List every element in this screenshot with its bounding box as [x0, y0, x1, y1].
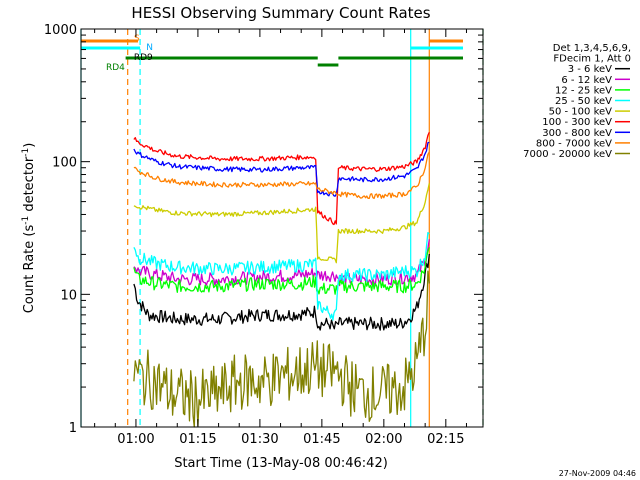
x-tick-label: 01:45	[303, 432, 340, 447]
x-axis: 01:00 01:15 01:30 01:45 02:00 02:15	[94, 29, 467, 447]
y-axis-label: Count Rate (s-1 detector-1)	[21, 143, 37, 314]
x-axis-label: Start Time (13-May-08 00:46:42)	[174, 456, 388, 471]
plot-frame	[80, 28, 484, 428]
series-line	[133, 141, 430, 197]
legend: Det 1,3,4,5,6,9,FDecim 1, Att 03 - 6 keV…	[523, 43, 631, 160]
footer-date: 27-Nov-2009 04:46	[559, 469, 636, 478]
x-tick-label: 01:15	[179, 432, 216, 447]
legend-entry-label: 7000 - 20000 keV	[523, 149, 612, 160]
legend-entry-label: 6 - 12 keV	[561, 75, 612, 86]
flag-label: S	[134, 34, 140, 44]
legend-entry-label: 800 - 7000 keV	[536, 138, 612, 149]
legend-entry-label: 300 - 800 keV	[542, 128, 612, 139]
y-tick-label: 1000	[44, 23, 77, 38]
legend-header: FDecim 1, Att 0	[553, 54, 631, 65]
legend-entry-label: 50 - 100 keV	[549, 107, 613, 118]
flag-label: RD9	[134, 53, 153, 63]
x-tick-label: 02:15	[427, 432, 464, 447]
chart-title: HESSI Observing Summary Count Rates	[131, 4, 430, 22]
y-tick-label: 10	[60, 288, 77, 303]
series-line	[133, 270, 430, 428]
legend-entry-label: 3 - 6 keV	[568, 64, 612, 75]
y-axis: 1 10 100 1000	[44, 23, 483, 436]
series-line	[133, 247, 430, 295]
series-line	[133, 253, 430, 331]
flag-label: N	[146, 43, 153, 53]
series-line	[133, 131, 430, 226]
legend-entry-label: 100 - 300 keV	[542, 117, 612, 128]
flag-label: RD4	[106, 63, 125, 73]
x-tick-label: 01:30	[241, 432, 278, 447]
y-tick-label: 1	[69, 421, 77, 436]
x-tick-label: 01:00	[117, 432, 154, 447]
y-tick-label: 100	[52, 156, 77, 171]
legend-header: Det 1,3,4,5,6,9,	[553, 43, 631, 54]
legend-entry-label: 12 - 25 keV	[555, 85, 612, 96]
series-line	[133, 231, 430, 321]
series-line	[133, 151, 430, 200]
series-line	[133, 183, 430, 264]
legend-entry-label: 25 - 50 keV	[555, 96, 612, 107]
x-tick-label: 02:00	[365, 432, 402, 447]
